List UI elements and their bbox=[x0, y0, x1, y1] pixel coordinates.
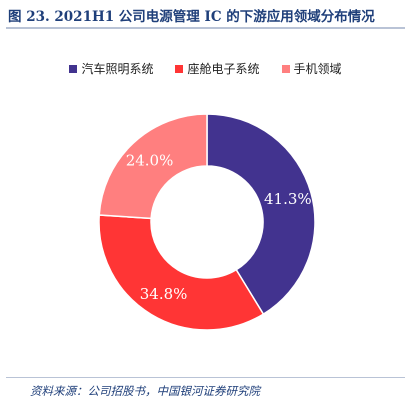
slice-cockpit-electronics bbox=[98, 214, 265, 331]
legend-swatch-auto-lighting bbox=[69, 64, 78, 73]
legend-label-cockpit-electronics: 座舱电子系统 bbox=[187, 62, 260, 76]
legend-swatch-mobile-phone bbox=[281, 64, 290, 73]
legend-item-cockpit-electronics: 座舱电子系统 bbox=[175, 60, 260, 77]
legend-swatch-cockpit-electronics bbox=[175, 64, 184, 73]
legend-item-auto-lighting: 汽车照明系统 bbox=[69, 60, 153, 77]
donut-slices bbox=[98, 113, 316, 331]
chart-title: 图 23. 2021H1 公司电源管理 IC 的下游应用领域分布情况 bbox=[8, 9, 375, 25]
slice-mobile-phone bbox=[98, 113, 208, 220]
legend-label-mobile-phone: 手机领域 bbox=[293, 62, 342, 76]
donut-slice-labels: 41.3% 34.8% 24.0% bbox=[126, 152, 312, 303]
legend-item-mobile-phone: 手机领域 bbox=[281, 60, 342, 77]
chart-legend: 汽车照明系统 座舱电子系统 手机领域 bbox=[0, 60, 411, 77]
slice-label-cockpit-electronics: 34.8% bbox=[140, 285, 188, 303]
legend-label-auto-lighting: 汽车照明系统 bbox=[81, 62, 154, 76]
slice-label-auto-lighting: 41.3% bbox=[264, 190, 312, 208]
slice-auto-lighting bbox=[206, 113, 316, 316]
source-note: 资料来源：公司招股书，中国银河证券研究院 bbox=[30, 384, 260, 398]
title-divider bbox=[6, 27, 405, 29]
slice-label-mobile-phone: 24.0% bbox=[126, 152, 174, 170]
footer-divider bbox=[6, 377, 405, 378]
